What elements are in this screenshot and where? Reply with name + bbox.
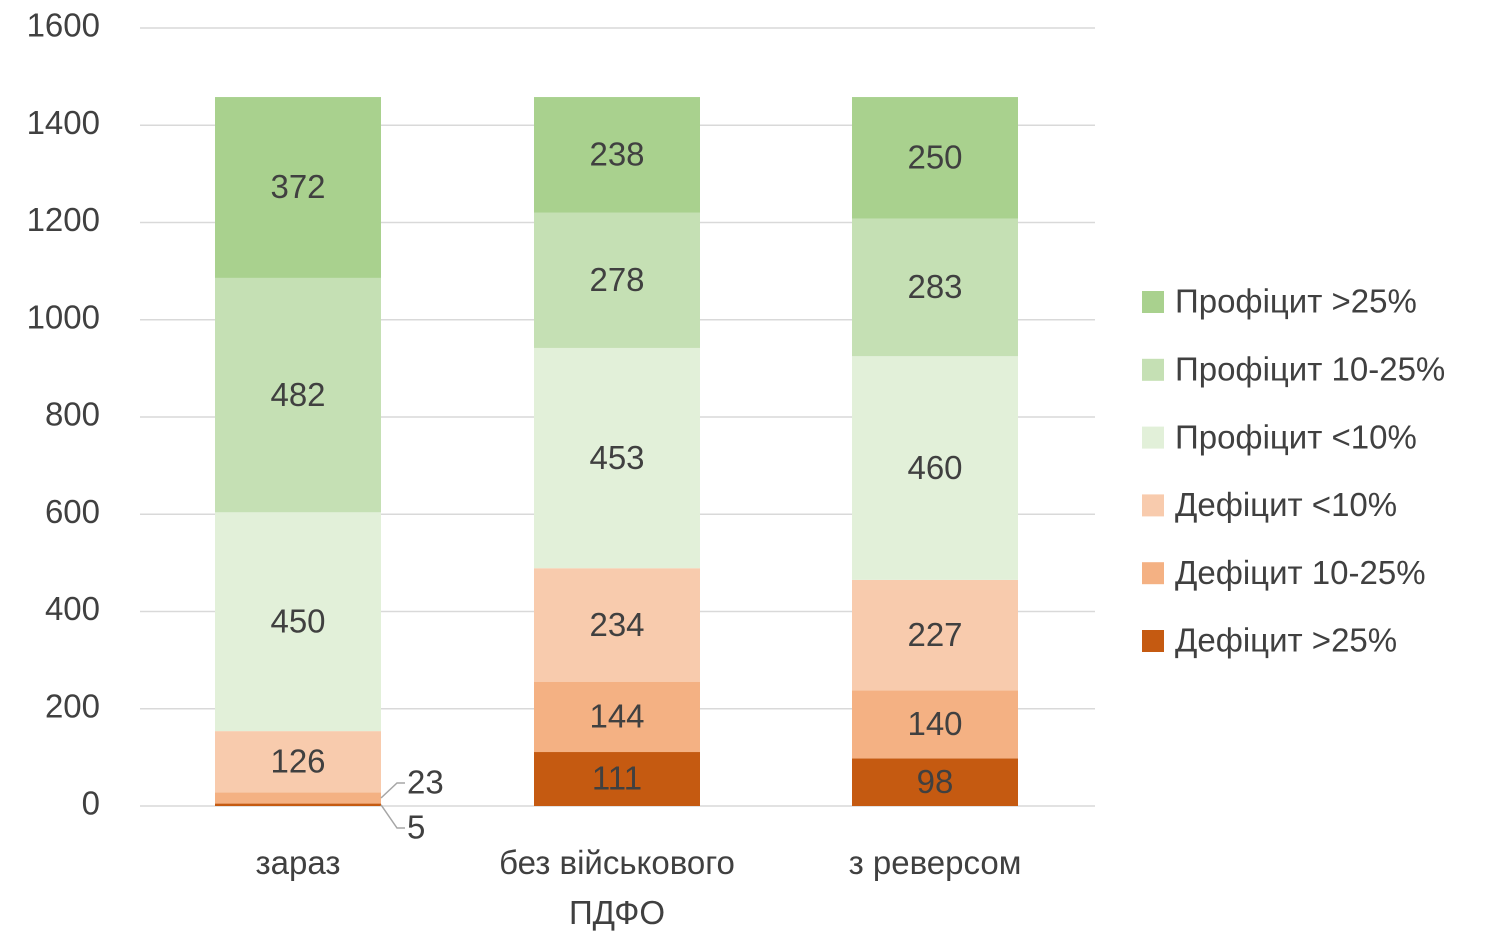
legend-label: Дефіцит <10% — [1175, 486, 1397, 523]
legend-swatch — [1142, 291, 1164, 313]
leader-line — [380, 782, 405, 799]
data-label: 111 — [592, 760, 642, 797]
data-label: 283 — [907, 268, 962, 305]
data-label: 238 — [589, 136, 644, 173]
data-label: 98 — [917, 763, 954, 800]
data-label: 278 — [589, 261, 644, 298]
bar-segment — [852, 356, 1018, 580]
data-label: 144 — [589, 698, 644, 735]
legend-label: Профіцит >25% — [1175, 283, 1417, 320]
bar-segment — [215, 792, 381, 804]
data-label: 140 — [907, 705, 962, 742]
data-label: 227 — [907, 616, 962, 653]
data-label: 460 — [907, 449, 962, 486]
leader-line — [380, 804, 405, 829]
bar-segment — [852, 758, 1018, 806]
data-label: 450 — [270, 602, 325, 639]
bar-segment — [534, 97, 700, 213]
y-tick-label: 1200 — [27, 201, 100, 238]
bar-segment — [534, 212, 700, 348]
y-tick-label: 1600 — [27, 7, 100, 44]
bar-segment — [215, 97, 381, 278]
data-label: 126 — [270, 742, 325, 779]
bar-segment — [852, 579, 1018, 691]
data-label: 482 — [270, 376, 325, 413]
y-tick-label: 1000 — [27, 298, 100, 335]
legend-swatch — [1142, 630, 1164, 652]
x-tick-label: зараз — [255, 844, 341, 881]
bar-segment — [852, 218, 1018, 357]
legend-swatch — [1142, 562, 1164, 585]
bar-segment — [215, 731, 381, 793]
data-label: 453 — [589, 439, 644, 476]
data-label: 5 — [407, 809, 425, 846]
bar-segment — [852, 97, 1018, 219]
bar-segment — [215, 803, 381, 806]
y-tick-label: 600 — [45, 493, 100, 530]
bar-segment — [534, 568, 700, 683]
bar-segment — [215, 512, 381, 732]
data-label: 234 — [589, 606, 644, 643]
legend-label: Профіцит <10% — [1175, 418, 1417, 455]
bar-segment — [215, 277, 381, 513]
bar-segment — [534, 752, 700, 806]
bar-segment — [534, 347, 700, 569]
y-tick-label: 0 — [82, 785, 100, 822]
y-tick-label: 800 — [45, 396, 100, 433]
y-tick-label: 1400 — [27, 104, 100, 141]
legend-label: Дефіцит 10-25% — [1175, 554, 1426, 591]
x-tick-label: з реверсом — [848, 844, 1022, 881]
data-label: 250 — [907, 139, 962, 176]
bar-segment — [534, 682, 700, 753]
legend-label: Дефіцит >25% — [1175, 622, 1397, 659]
legend-label: Профіцит 10-25% — [1175, 351, 1445, 388]
bar-segment — [852, 690, 1018, 759]
y-tick-label: 400 — [45, 590, 100, 627]
y-tick-label: 200 — [45, 687, 100, 724]
data-label: 372 — [270, 168, 325, 205]
data-label: 23 — [407, 764, 444, 801]
legend-swatch — [1142, 494, 1164, 517]
x-tick-label: без військового ПДФО — [499, 844, 735, 931]
legend-swatch — [1142, 358, 1164, 381]
legend-swatch — [1142, 426, 1164, 449]
